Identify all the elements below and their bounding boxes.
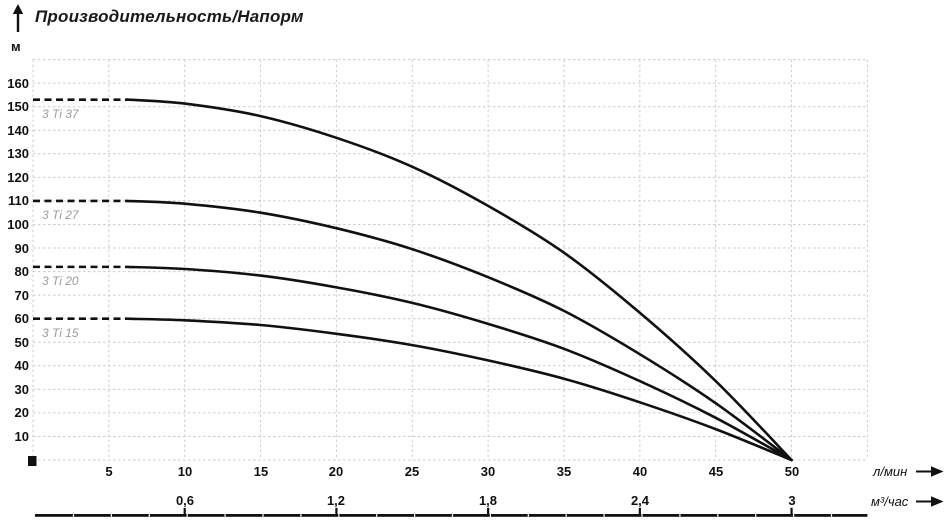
y-axis-up-arrow-icon xyxy=(12,4,24,32)
ruler-joint-gap xyxy=(262,514,264,517)
ruler-joint-gap xyxy=(186,514,188,517)
x-tick-label-lmin: 5 xyxy=(105,464,113,479)
ruler-joint-gap xyxy=(224,514,226,517)
ruler-joint-gap xyxy=(338,514,340,517)
ruler-tick xyxy=(335,507,338,514)
ruler-joint-gap xyxy=(148,514,150,517)
ruler-joint-gap xyxy=(603,514,605,517)
y-tick-label: 90 xyxy=(14,241,29,256)
ruler-tick xyxy=(487,507,490,514)
y-tick-label: 100 xyxy=(7,217,29,232)
ruler-joint-gap xyxy=(679,514,681,517)
x-tick-label-m3h: 3 xyxy=(788,493,796,508)
ruler-joint-gap xyxy=(755,514,757,517)
ruler-joint-gap xyxy=(717,514,719,517)
ruler-joint-gap xyxy=(641,514,643,517)
ruler-joint-gap xyxy=(110,514,112,517)
origin-square-marker xyxy=(28,456,37,466)
x-tick-label-lmin: 40 xyxy=(632,464,648,479)
x-axis-secondary-unit-label: м³/час xyxy=(871,494,909,509)
x-tick-label-m3h: 2,4 xyxy=(630,493,650,508)
bottom-ruler-line xyxy=(35,514,868,517)
y-tick-label: 130 xyxy=(7,146,29,161)
ruler-tick xyxy=(183,507,186,514)
pump-curve xyxy=(125,317,793,462)
y-tick-label: 80 xyxy=(14,264,29,279)
x-tick-label-lmin: 15 xyxy=(253,464,269,479)
ruler-joint-gap xyxy=(830,514,833,517)
y-tick-label: 30 xyxy=(14,382,29,397)
x-axis-primary-unit-label: л/мин xyxy=(873,464,908,479)
y-tick-label: 110 xyxy=(8,193,29,208)
pump-curve xyxy=(125,199,793,462)
curve-label: 3 Ti 37 xyxy=(42,107,79,121)
y-tick-label: 50 xyxy=(14,335,29,350)
y-tick-label: 120 xyxy=(7,170,29,185)
x-tick-label-lmin: 45 xyxy=(708,464,724,479)
curve-label: 3 Ti 15 xyxy=(42,326,79,340)
y-tick-label: 70 xyxy=(14,288,29,303)
y-tick-label: 150 xyxy=(7,99,29,114)
y-tick-label: 60 xyxy=(14,311,29,326)
x-tick-label-m3h: 1,2 xyxy=(326,493,346,508)
ruler-tick xyxy=(638,507,641,514)
ruler-joint-gap xyxy=(451,514,454,517)
x-tick-label-lmin: 30 xyxy=(480,464,496,479)
curve-label: 3 Ti 27 xyxy=(42,208,79,222)
ruler-joint-gap xyxy=(565,514,567,517)
x-tick-label-m3h: 0,6 xyxy=(175,493,195,508)
y-tick-label: 20 xyxy=(14,405,29,420)
x-tick-label-lmin: 20 xyxy=(328,464,344,479)
y-tick-label: 10 xyxy=(14,429,29,444)
x-tick-label-lmin: 10 xyxy=(177,464,193,479)
y-tick-label: 160 xyxy=(7,76,29,91)
ruler-joint-gap xyxy=(527,514,529,517)
chart-title: Производительность/Напорм xyxy=(35,7,304,26)
ruler-joint-gap xyxy=(414,514,416,517)
pump-curve xyxy=(125,98,793,462)
x-tick-label-lmin: 35 xyxy=(556,464,572,479)
x-axis-secondary-right-arrow-icon xyxy=(916,496,944,507)
x-tick-label-m3h: 1,8 xyxy=(478,493,498,508)
x-tick-label-lmin: 50 xyxy=(784,464,800,479)
x-axis-primary-right-arrow-icon xyxy=(916,466,944,477)
curve-label: 3 Ti 20 xyxy=(42,274,79,288)
ruler-joint-gap xyxy=(793,514,795,517)
ruler-joint-gap xyxy=(300,514,302,517)
pump-curve xyxy=(125,265,793,462)
y-axis-unit-label: м xyxy=(11,39,21,54)
ruler-joint-gap xyxy=(489,514,491,517)
ruler-joint-gap xyxy=(376,514,378,517)
x-tick-label-lmin: 25 xyxy=(404,464,420,479)
ruler-joint-gap xyxy=(72,514,75,517)
ruler-tick xyxy=(790,507,793,514)
y-tick-label: 140 xyxy=(7,123,29,138)
y-tick-label: 40 xyxy=(14,358,29,373)
